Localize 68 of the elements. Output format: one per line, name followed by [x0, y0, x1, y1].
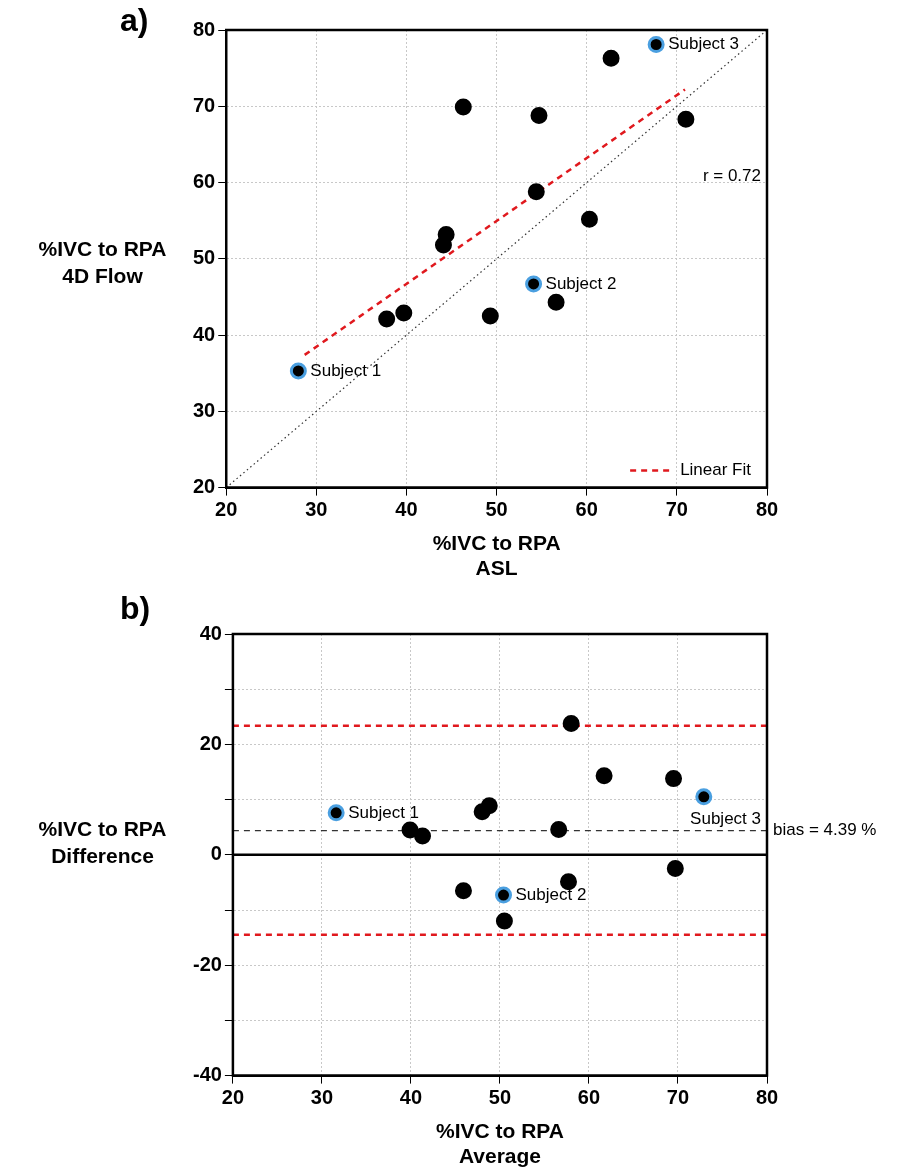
point	[580, 210, 598, 228]
x-tick-label: 80	[755, 498, 779, 521]
point	[665, 770, 683, 788]
annotation: Subject 1	[310, 360, 382, 380]
ref-line-label: bias = 4.39 %	[773, 820, 877, 840]
point	[481, 307, 499, 325]
x-axis-title: %IVC to RPA Average	[435, 1119, 564, 1168]
point	[495, 886, 513, 904]
x-tick-label: 50	[485, 498, 508, 521]
x-tick-label: 70	[666, 1086, 690, 1109]
annotation: Subject 2	[545, 273, 617, 293]
chart-title: b)	[120, 590, 151, 627]
x-tick-label: 20	[221, 1086, 245, 1109]
x-tick-label: 40	[399, 1086, 423, 1109]
x-tick-label: 60	[577, 1086, 601, 1109]
point	[647, 35, 665, 53]
point	[378, 310, 396, 328]
y-tick-label: 50	[193, 246, 216, 269]
x-tick-label: 20	[215, 498, 238, 521]
point	[437, 225, 455, 243]
y-tick-label: 40	[199, 621, 222, 644]
point	[289, 362, 307, 380]
y-tick-label: 20	[193, 475, 216, 498]
point	[327, 804, 345, 822]
y-tick-label: 60	[193, 170, 216, 193]
y-tick-label: 20	[199, 731, 222, 754]
x-tick-label: 30	[310, 1086, 334, 1109]
annotation: Subject 3	[690, 808, 762, 828]
x-tick-label: 70	[665, 498, 688, 521]
point	[666, 860, 684, 878]
chart-title: a)	[120, 2, 149, 39]
point	[677, 110, 695, 128]
y-axis-title: %IVC to RPA Difference	[37, 816, 168, 870]
point	[525, 275, 543, 293]
y-tick-label: 80	[193, 17, 216, 40]
point	[550, 820, 568, 838]
x-tick-label: 40	[395, 498, 418, 521]
point	[414, 827, 432, 845]
y-tick-label: 0	[210, 842, 222, 865]
y-tick-label: -20	[193, 952, 222, 975]
x-tick-label: 30	[305, 498, 328, 521]
point	[547, 293, 565, 311]
annotation: r = 0.72	[702, 166, 761, 186]
x-axis-title: %IVC to RPA ASL	[432, 531, 561, 580]
point	[562, 714, 580, 732]
point	[395, 304, 413, 322]
x-tick-label: 60	[575, 498, 598, 521]
annotation: Subject 1	[348, 802, 420, 822]
y-tick-label: 70	[193, 93, 216, 116]
y-axis-title: %IVC to RPA 4D Flow	[38, 237, 167, 288]
annotation: Subject 3	[668, 34, 740, 54]
point	[495, 912, 513, 930]
point	[454, 882, 472, 900]
annotation: Subject 2	[515, 884, 587, 904]
x-tick-label: 50	[488, 1086, 512, 1109]
point	[595, 767, 613, 785]
point	[401, 821, 419, 839]
point	[602, 49, 620, 67]
y-tick-label: -40	[193, 1063, 222, 1086]
point	[527, 183, 545, 201]
point	[695, 788, 713, 806]
y-tick-label: 30	[193, 398, 216, 421]
legend-label: Linear Fit	[680, 460, 752, 480]
point	[454, 98, 472, 116]
y-tick-label: 40	[193, 322, 216, 345]
point	[480, 797, 498, 815]
point	[530, 106, 548, 124]
x-tick-label: 80	[755, 1086, 779, 1109]
